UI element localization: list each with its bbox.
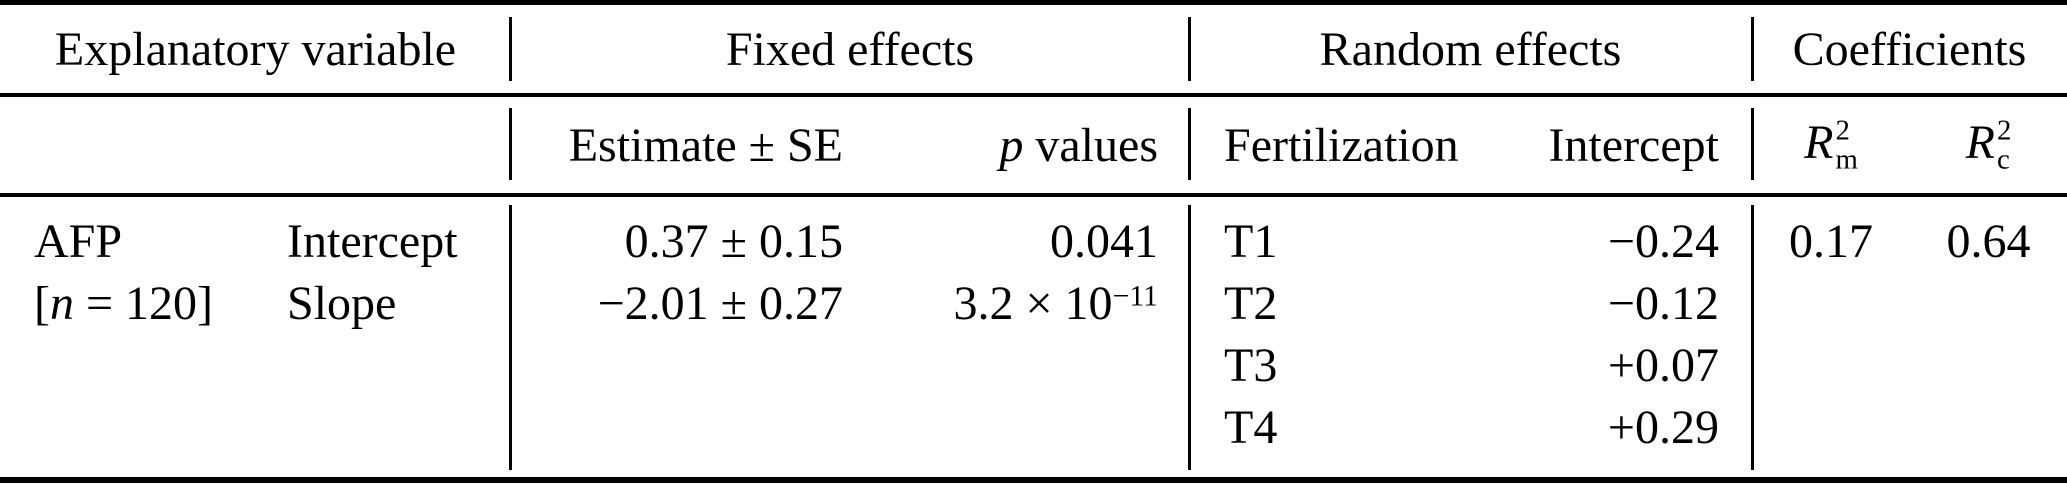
cell-random-intercept: +0.29	[1607, 400, 1719, 454]
col-header-intercept: Intercept	[1548, 118, 1719, 172]
column-separator	[1751, 17, 1754, 81]
column-separator	[1188, 205, 1191, 470]
r2m-superscript: 2	[1835, 114, 1850, 147]
group-header-random-effects: Random effects	[1319, 22, 1622, 76]
p-value-base: 0.041	[1050, 214, 1158, 268]
p-value-exponent: −11	[1112, 279, 1158, 313]
p-symbol: p	[999, 118, 1024, 172]
cell-random-intercept: +0.07	[1607, 338, 1719, 392]
group-header-fixed-effects: Fixed effects	[725, 22, 975, 76]
cell-fertilization-level: T2	[1224, 276, 1278, 330]
group-header-row: Explanatory variable Fixed effects Rando…	[0, 5, 2067, 93]
r-symbol: R	[1965, 115, 1995, 169]
table-body: AFP Intercept 0.37 ± 0.15 0.041 T1 −0.24…	[0, 197, 2067, 477]
cell-random-intercept: −0.24	[1607, 214, 1719, 268]
column-separator	[1188, 17, 1191, 81]
n-value: = 120]	[73, 276, 214, 330]
group-header-coefficients: Coefficients	[1792, 22, 2027, 76]
column-separator	[1751, 108, 1754, 180]
cell-sample-size: [n = 120]	[0, 276, 287, 331]
p-value-base: 3.2 × 10	[953, 276, 1113, 330]
col-header-estimate-se: Estimate ± SE	[568, 118, 843, 172]
cell-r2-marginal: 0.17	[1789, 214, 1873, 268]
body-divider-rule	[0, 193, 2067, 197]
cell-p-value: 3.2 × 10−11	[920, 276, 1189, 331]
cell-r2-conditional: 0.64	[1946, 214, 2031, 268]
column-separator	[509, 108, 512, 180]
cell-estimate: 0.37 ± 0.15	[624, 214, 843, 268]
group-header-explanatory-variable: Explanatory variable	[54, 22, 457, 76]
r2c-subscript: c	[1996, 143, 2010, 176]
column-separator	[509, 205, 512, 470]
r2m-subscript: m	[1835, 143, 1858, 176]
col-header-p-values: p values	[920, 118, 1189, 173]
r-symbol: R	[1804, 115, 1834, 169]
column-header-row: Estimate ± SE p values Fertilization Int…	[0, 97, 2067, 193]
cell-fertilization-level: T4	[1224, 400, 1278, 454]
cell-parameter: Slope	[287, 276, 397, 330]
cell-fertilization-level: T1	[1224, 214, 1278, 268]
bracket-open: [	[34, 276, 50, 330]
r2c-superscript: 2	[1996, 114, 2012, 147]
header-divider-rule	[0, 93, 2067, 97]
cell-fertilization-level: T3	[1224, 338, 1278, 392]
cell-p-value: 0.041	[920, 214, 1189, 269]
col-header-fertilization: Fertilization	[1224, 118, 1459, 172]
cell-estimate: −2.01 ± 0.27	[597, 276, 843, 330]
n-symbol: n	[49, 276, 74, 330]
column-separator	[1751, 205, 1754, 470]
cell-random-intercept: −0.12	[1607, 276, 1719, 330]
p-values-label: values	[1023, 118, 1158, 172]
cell-parameter: Intercept	[287, 214, 458, 268]
cell-variable-name: AFP	[34, 214, 123, 268]
bottom-rule	[0, 477, 2067, 483]
column-separator	[1188, 108, 1191, 180]
column-separator	[509, 17, 512, 81]
top-rule	[0, 0, 2067, 5]
